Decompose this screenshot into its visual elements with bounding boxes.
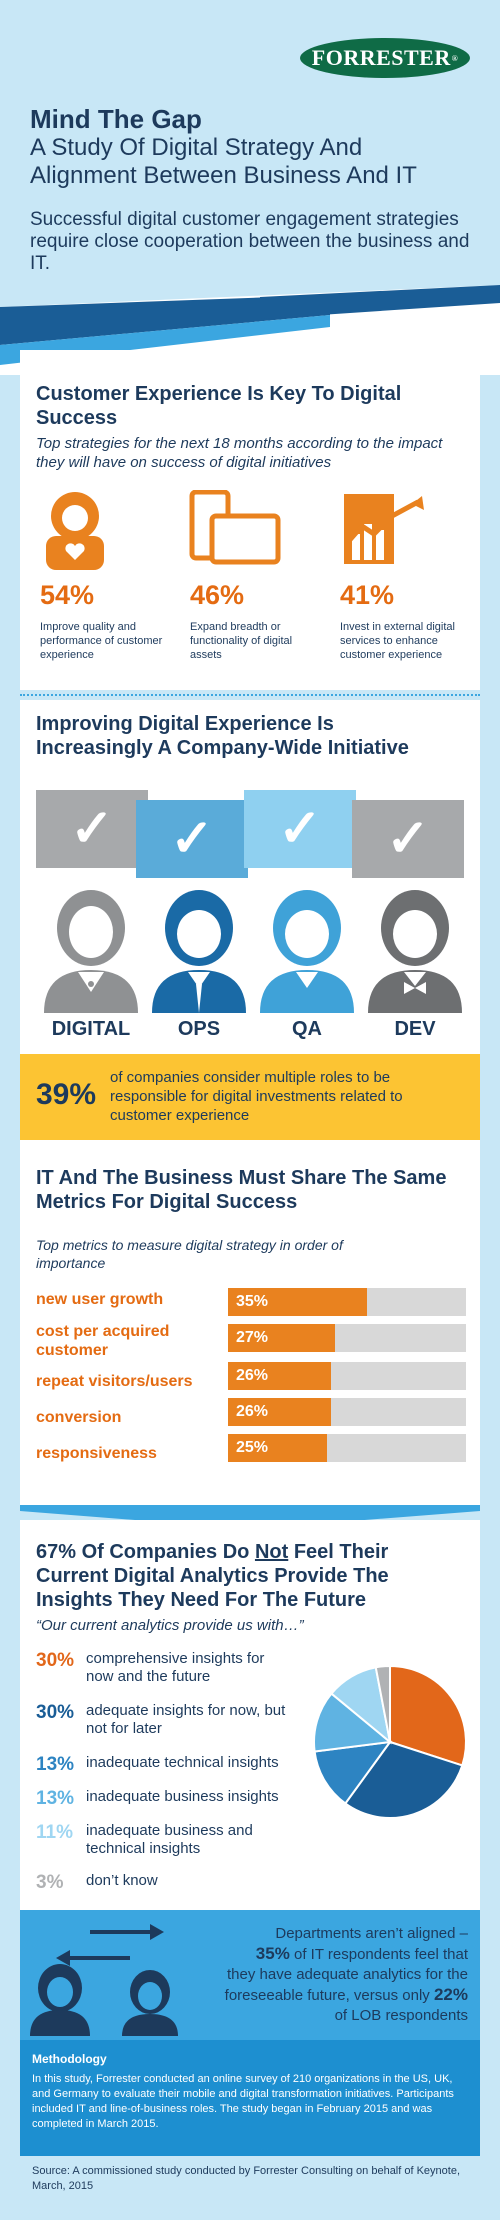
- gap-mid: of IT respondents feel that they have ad…: [224, 1946, 468, 2004]
- callout-text: of companies consider multiple roles to …: [110, 1069, 403, 1124]
- cx-subtitle: Top strategies for the next 18 months ac…: [36, 435, 443, 471]
- metric-value-4: 26%: [236, 1403, 269, 1420]
- metric-label-1: new user growth: [36, 1291, 164, 1308]
- analytics-text-2: adequate insights for now, but not for l…: [86, 1702, 286, 1737]
- metric-value-5: 25%: [236, 1439, 269, 1456]
- analytics-title: 67% Of Companies Do Not Feel Their Curre…: [36, 1540, 466, 1612]
- metric-bar-4: 26%: [228, 1398, 466, 1426]
- analytics-text-1: comprehensive insights for now and the f…: [86, 1650, 265, 1685]
- metric-label-3: repeat visitors/users: [36, 1373, 193, 1390]
- dev-person-icon: [368, 890, 462, 1013]
- gap-end: of LOB respondents: [334, 2007, 468, 2024]
- analytics-quote: “Our current analytics provide us with…”: [36, 1617, 304, 1634]
- metric-label-4: conversion: [36, 1409, 122, 1426]
- analytics-pct-2: 30%: [36, 1702, 75, 1723]
- growth-chart-icon: [344, 494, 424, 564]
- methodology-title: Methodology: [32, 2052, 107, 2066]
- digital-person-icon: [44, 890, 138, 1013]
- page-title: Mind The Gap: [30, 104, 202, 134]
- analytics-pie-chart: [313, 1664, 467, 1819]
- metric-bar-fill: [228, 1362, 331, 1390]
- pie-slice-6: [374, 1664, 391, 1743]
- page-subtitle: A Study Of Digital Strategy And Alignmen…: [30, 134, 417, 189]
- section-divider: [20, 694, 480, 696]
- devices-icon: [189, 490, 281, 565]
- cx-text-3: Invest in external digital services to e…: [340, 621, 455, 661]
- metric-value-3: 26%: [236, 1367, 269, 1384]
- metric-label-2: cost per acquired customer: [36, 1323, 170, 1359]
- check-digital: ✓: [36, 790, 148, 868]
- metric-bar-fill: [228, 1434, 327, 1462]
- analytics-text-5: inadequate business and technical insigh…: [86, 1822, 253, 1857]
- check-icon: ✓: [386, 810, 430, 868]
- metric-bar-fill: [228, 1324, 335, 1352]
- metric-value-1: 35%: [236, 1293, 269, 1310]
- check-icon: ✓: [278, 800, 322, 858]
- pie-slice-4: [313, 1692, 393, 1753]
- check-qa: ✓: [244, 790, 356, 868]
- analytics-title-a: 67% Of Companies Do: [36, 1541, 255, 1563]
- analytics-pct-4: 13%: [36, 1788, 75, 1809]
- gap-line1: Departments aren’t aligned –: [275, 1925, 468, 1942]
- metric-bar-1: 35%: [228, 1288, 466, 1316]
- metrics-subtitle: Top metrics to measure digital strategy …: [36, 1237, 343, 1271]
- callout-box: [20, 1054, 480, 1140]
- methodology-text: In this study, Forrester conducted an on…: [32, 2073, 454, 2130]
- analytics-text-3: inadequate technical insights: [86, 1754, 279, 1771]
- logo-text: FORRESTER: [311, 45, 451, 70]
- metric-bar-3: 26%: [228, 1362, 466, 1390]
- analytics-text-4: inadequate business insights: [86, 1788, 279, 1805]
- ops-person-icon: [152, 890, 246, 1013]
- analytics-text-6: don’t know: [86, 1872, 158, 1889]
- chevron-divider: [20, 1505, 480, 1529]
- check-icon: ✓: [70, 800, 114, 858]
- role-label-qa: QA: [292, 1018, 322, 1040]
- role-label-digital: DIGITAL: [51, 1018, 131, 1040]
- forrester-logo: FORRESTER ®: [300, 38, 470, 78]
- metrics-title: IT And The Business Must Share The Same …: [36, 1167, 447, 1213]
- logo-mark: ®: [451, 53, 459, 63]
- methodology-section: [20, 2040, 480, 2156]
- roles-title: Improving Digital Experience Is Increasi…: [36, 713, 409, 759]
- metric-label-5: responsiveness: [36, 1445, 157, 1462]
- analytics-title-not: Not: [254, 1541, 289, 1563]
- metric-bar-fill: [228, 1288, 367, 1316]
- role-label-dev: DEV: [394, 1018, 436, 1040]
- cx-text-2: Expand breadth or functionality of digit…: [190, 621, 293, 661]
- pie-slice-1: [389, 1664, 467, 1767]
- check-icon: ✓: [170, 810, 214, 868]
- intro-text: Successful digital customer engagement s…: [30, 209, 470, 274]
- cx-pct-2: 46%: [190, 580, 245, 610]
- analytics-pct-3: 13%: [36, 1754, 75, 1775]
- customer-heart-icon: [46, 492, 104, 570]
- source-text: Source: A commissioned study conducted b…: [32, 2165, 461, 2192]
- cx-pct-3: 41%: [340, 580, 395, 610]
- cx-pct-1: 54%: [40, 580, 95, 610]
- analytics-pct-6: 3%: [36, 1872, 64, 1893]
- gap-text: Departments aren’t aligned – 35% of IT re…: [224, 1924, 468, 2026]
- metric-bar-fill: [228, 1398, 331, 1426]
- check-ops: ✓: [136, 800, 248, 878]
- callout-pct: 39%: [36, 1078, 97, 1111]
- analytics-pct-1: 30%: [36, 1650, 75, 1671]
- gap-pct-lob: 22%: [433, 1985, 468, 2004]
- pie-slice-2: [343, 1740, 464, 1819]
- analytics-pct-5: 11%: [36, 1822, 73, 1843]
- qa-person-icon: [260, 890, 354, 1013]
- check-dev: ✓: [352, 800, 464, 878]
- metric-value-2: 27%: [236, 1329, 269, 1346]
- pie-slice-3: [313, 1740, 393, 1805]
- gap-pct-it: 35%: [255, 1944, 290, 1963]
- analytics-title-b: Feel Their Current Digital Analytics Pro…: [36, 1541, 389, 1611]
- cx-title: Customer Experience Is Key To Digital Su…: [36, 383, 402, 429]
- metric-bar-2: 27%: [228, 1324, 466, 1352]
- role-label-ops: OPS: [177, 1018, 221, 1040]
- misaligned-people-icon: [30, 1924, 178, 2036]
- cx-text-1: Improve quality and performance of custo…: [40, 621, 163, 661]
- metric-bar-5: 25%: [228, 1434, 466, 1462]
